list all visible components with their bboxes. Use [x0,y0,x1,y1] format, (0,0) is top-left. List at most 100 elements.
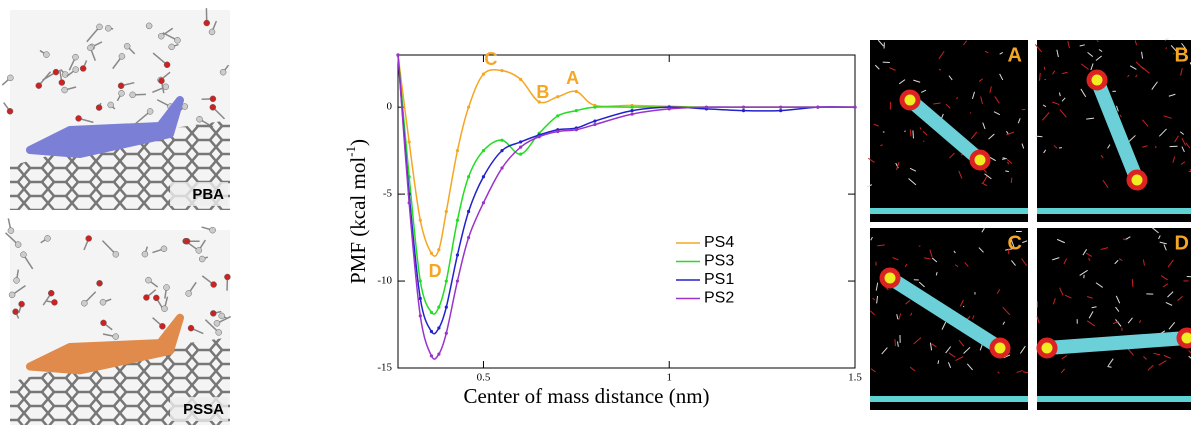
water-bond [1188,355,1191,359]
y-axis-label: PMF (kcal mol-1) [343,139,370,284]
water-bond [1181,146,1185,153]
water-bond [1163,115,1172,119]
atom [129,91,136,99]
water-bond [882,131,885,133]
atom [158,77,165,85]
water-bond [1180,131,1185,135]
legend-label: PS3 [704,253,734,270]
water-bond [988,133,995,140]
water-bond [1181,138,1186,146]
sulfonate [879,267,901,289]
data-point [519,145,523,149]
molecule [1090,73,1144,187]
water-bond [1135,61,1145,70]
water-bond [1021,143,1025,149]
atom [195,247,203,254]
water-bond [958,170,963,179]
water-bond [954,264,959,268]
data-point [630,109,634,113]
water-bond [963,40,968,46]
adsorbed-molecule [26,313,184,375]
water-bond [1022,240,1028,244]
atom [43,51,50,58]
atom [146,108,154,115]
data-point [429,329,434,334]
sulfonate [989,337,1011,359]
water-bond [909,129,912,137]
atom [158,32,165,40]
atom [81,299,88,307]
atom [209,104,217,111]
water-bond [931,343,937,348]
water-bond [922,130,928,136]
water-bond [1158,235,1161,240]
water-bond [1142,119,1149,127]
data-point [407,201,411,205]
annotation: B [536,82,549,102]
water-bond [1006,158,1013,164]
data-point [481,201,486,205]
data-point [444,305,448,309]
atom [118,90,125,97]
water-bond [971,91,976,100]
data-point [741,109,746,113]
water-bond [989,86,992,93]
data-point [779,109,783,113]
water-bond [872,297,876,301]
water-bond [1052,298,1056,305]
water-bond [980,96,983,105]
water-bond [1059,287,1064,296]
water-bond [935,271,938,276]
atom [44,235,51,242]
water-bond [1100,154,1104,159]
data-point [574,109,578,113]
water-bond [1107,358,1114,367]
water-bond [1126,347,1134,356]
water-bond [881,347,888,355]
snapshot-panel: D [1036,227,1191,410]
water-bond [982,176,988,184]
atom [143,294,150,301]
atom [163,284,170,291]
data-point [437,248,441,252]
water-bond [867,157,875,163]
atom [85,235,92,242]
water-bond [1059,109,1067,118]
data-point [500,166,504,170]
water-bond [1135,74,1138,78]
water-bond [1079,269,1088,276]
water-bond [1082,249,1088,256]
atom [209,95,217,103]
water-bond [933,102,941,105]
data-point [593,122,597,127]
data-point [437,305,441,309]
water-bond [870,368,876,373]
series-line [397,54,856,315]
water-bond [896,341,899,347]
atom [213,320,221,327]
data-point [429,354,434,358]
x-tick-label: 0.5 [477,372,491,384]
data-point [574,128,578,132]
water-bond [962,305,965,308]
data-point [396,53,400,57]
water-bond [949,152,955,159]
water-bond [1035,135,1043,138]
water-bond [938,68,942,71]
molecule [1040,331,1191,355]
water-bond [1163,244,1167,251]
data-point [500,69,504,73]
water-bond [1005,170,1009,173]
panel-label: A [1008,44,1022,66]
water-bond [1177,296,1183,301]
water-bond [978,247,984,253]
data-point [537,100,541,104]
atom [96,280,103,287]
water-bond [1061,355,1068,360]
water-bond [1167,291,1174,298]
water-bond [1095,55,1102,61]
water-bond [875,282,879,291]
data-point [556,114,560,118]
atom [159,323,166,330]
